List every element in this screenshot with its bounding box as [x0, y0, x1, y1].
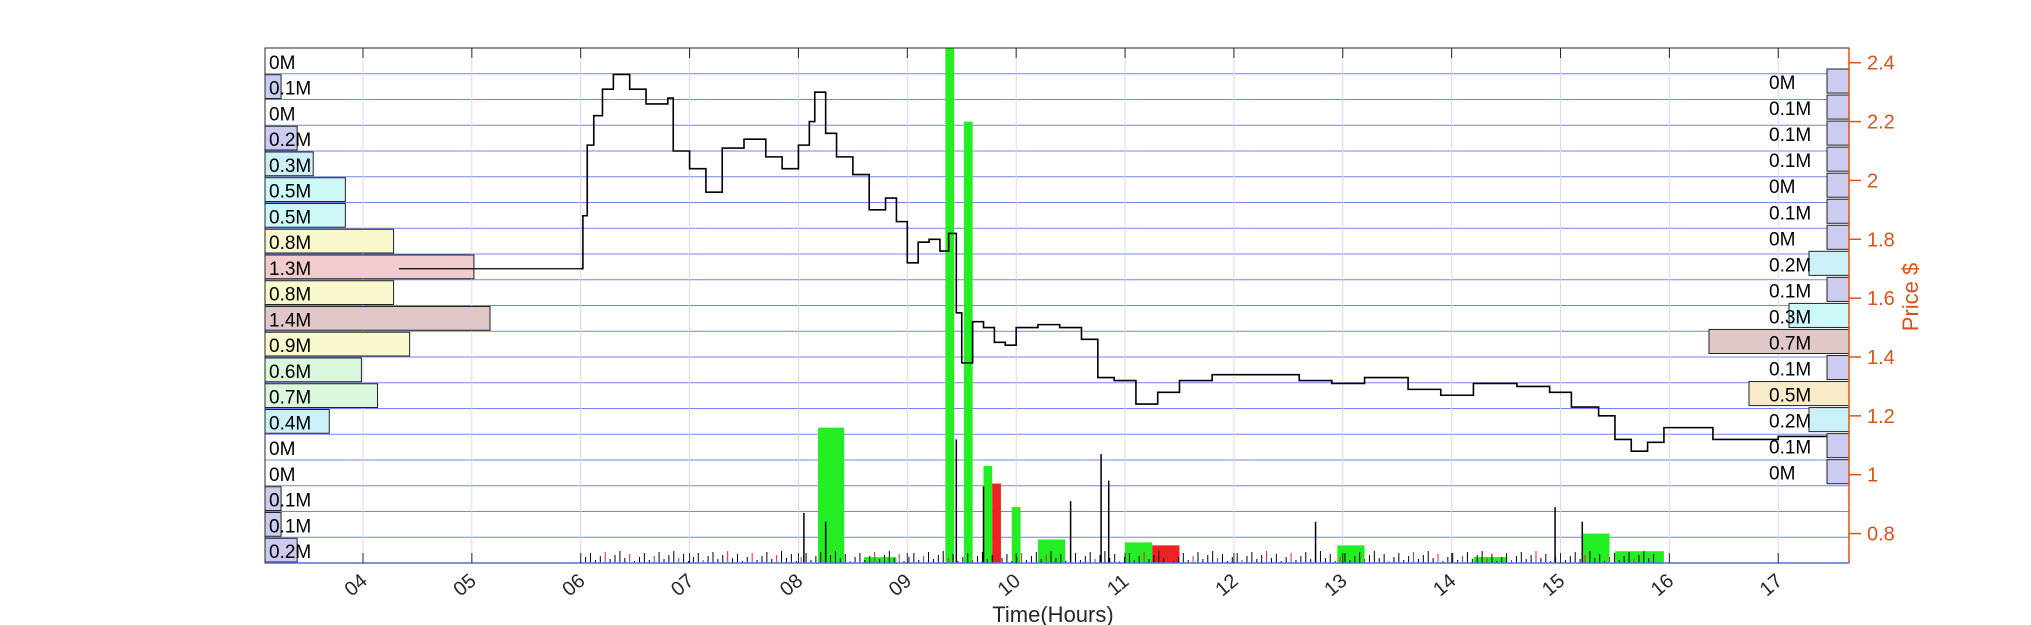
volume-bars: [580, 48, 1664, 564]
volume-profile-label: 0.1M: [1769, 438, 1811, 459]
x-tick-label: 08: [776, 570, 807, 601]
volume-profile-label: 0M: [269, 53, 295, 74]
volume-profile-bar: [1826, 68, 1850, 94]
x-tick-label: 04: [341, 570, 372, 601]
volume-profile-label: 0M: [269, 104, 295, 125]
volume-profile-bar: [1788, 302, 1850, 328]
volume-bar: [863, 557, 897, 563]
x-axis-label: Time(Hours): [992, 602, 1113, 625]
y-tick-label-right: 2: [1867, 170, 1878, 192]
volume-profile-label: 1.3M: [269, 259, 311, 280]
volume-bar: [1037, 539, 1066, 563]
volume-profile-label: 0.5M: [269, 207, 311, 228]
volume-profile-label: 0.9M: [269, 336, 311, 357]
y-tick-label-right: 1.6: [1867, 288, 1895, 310]
x-tick-label: 07: [667, 570, 698, 601]
x-tick-label: 10: [994, 570, 1025, 601]
y-axis-right-label: Price $: [1898, 263, 1923, 331]
volume-profile-bar: [1826, 198, 1850, 224]
x-tick-label: 15: [1538, 570, 1569, 601]
volume-profile-label: 0M: [1769, 229, 1795, 250]
volume-bar: [945, 48, 955, 563]
volume-profile-label: 0.1M: [1769, 203, 1811, 224]
x-tick-label: 14: [1429, 570, 1460, 601]
y-tick-label-right: 1.8: [1867, 229, 1895, 251]
volume-profile-label: 1.4M: [269, 310, 311, 331]
x-tick-label: 13: [1320, 570, 1351, 601]
volume-bar: [992, 483, 1001, 563]
volume-profile-label: 0.1M: [269, 491, 311, 512]
volume-profile-label: 0M: [269, 439, 295, 460]
volume-profile-bar: [1808, 407, 1850, 433]
volume-profile-bar: [1826, 224, 1850, 250]
volume-profile-label: 0.8M: [269, 285, 311, 306]
y-tick-label-right: 2.4: [1867, 53, 1895, 75]
volume-profile-bar: [1826, 94, 1850, 120]
volume-profile-label: 0.2M: [1769, 255, 1811, 276]
volume-profile-label: 0M: [269, 465, 295, 486]
volume-profile-label: 0M: [1769, 73, 1795, 94]
volume-bar: [818, 427, 845, 563]
volume-profile-label: 0.1M: [1769, 151, 1811, 172]
volume-bar: [1125, 542, 1153, 563]
x-tick-label: 09: [885, 570, 916, 601]
volume-profile-bar: [1826, 146, 1850, 172]
volume-bar: [1473, 557, 1507, 563]
volume-profile-label: 0.5M: [1769, 386, 1811, 407]
x-tick-label: 12: [1211, 570, 1242, 601]
volume-profile-label: 0.1M: [269, 79, 311, 100]
volume-profile-bar: [1708, 328, 1850, 354]
y-tick-label-right: 2.2: [1867, 112, 1895, 134]
volume-profile-bar: [1826, 120, 1850, 146]
volume-profile-left: 0M 0.1M 0M 0.2M 0.3M 0.5M 0.5M 0.8M 1.3M 0.8M 1.4M…: [264, 53, 491, 563]
x-tick-label: 05: [449, 570, 480, 601]
y-tick-label-right: 0.8: [1867, 524, 1895, 546]
volume-profile-label: 0M: [1769, 177, 1795, 198]
volume-profile-bar: [1826, 172, 1850, 198]
volume-profile-label: 0.1M: [1769, 125, 1811, 146]
volume-profile-label: 0.2M: [269, 542, 311, 563]
volume-profile-label: 0.7M: [1769, 333, 1811, 354]
volume-profile-bar: [1748, 381, 1850, 407]
volume-profile-right: 0M 0.1M 0.1M 0.1M 0M 0.1M 0M 0.2M 0.1M 0.3M 0.7M 0.…: [1708, 68, 1850, 485]
volume-profile-label: 0.1M: [1769, 281, 1811, 302]
volume-profile-label: 0.7M: [269, 388, 311, 409]
volume-profile-label: 0.5M: [269, 182, 311, 203]
x-tick-label: 11: [1103, 570, 1133, 600]
volume-profile-label: 0.8M: [269, 233, 311, 254]
y-tick-label-right: 1.4: [1867, 347, 1895, 369]
price-line: [580, 73, 1828, 452]
volume-profile-bar: [1826, 354, 1850, 381]
volume-profile-label: 0M: [1769, 464, 1795, 485]
grid: [265, 47, 1849, 564]
x-tick-label: 17: [1756, 570, 1787, 601]
volume-profile-label: 0.2M: [1769, 412, 1811, 433]
volume-bar: [1152, 545, 1180, 563]
volume-bar: [1582, 533, 1610, 563]
volume-profile-bar: [1826, 433, 1850, 459]
volume-bar: [1337, 545, 1365, 563]
volume-profile-bar: [1826, 459, 1850, 485]
volume-bar: [983, 465, 993, 563]
x-tick-label: 16: [1647, 570, 1678, 601]
volume-profile-label: 0.1M: [269, 516, 311, 537]
volume-profile-bar: [1826, 276, 1850, 302]
volume-profile-bar: [1808, 250, 1850, 276]
volume-profile-label: 0.4M: [269, 413, 311, 434]
volume-profile-label: 0.1M: [1769, 99, 1811, 120]
y-tick-label-right: 1: [1867, 465, 1878, 487]
volume-profile-label: 0.3M: [1769, 307, 1811, 328]
y-tick-label-right: 1.2: [1867, 406, 1895, 428]
volume-bar: [1011, 507, 1021, 563]
volume-profile-label: 0.1M: [1769, 360, 1811, 381]
volume-bar: [963, 121, 973, 564]
volume-profile-label: 0.2M: [269, 130, 311, 151]
volume-profile-label: 0.6M: [269, 362, 311, 383]
volume-bar: [1614, 551, 1664, 563]
price-line-series: [398, 73, 1828, 452]
volume-profile-label: 0.3M: [269, 156, 311, 177]
x-tick-label: 06: [558, 570, 589, 601]
